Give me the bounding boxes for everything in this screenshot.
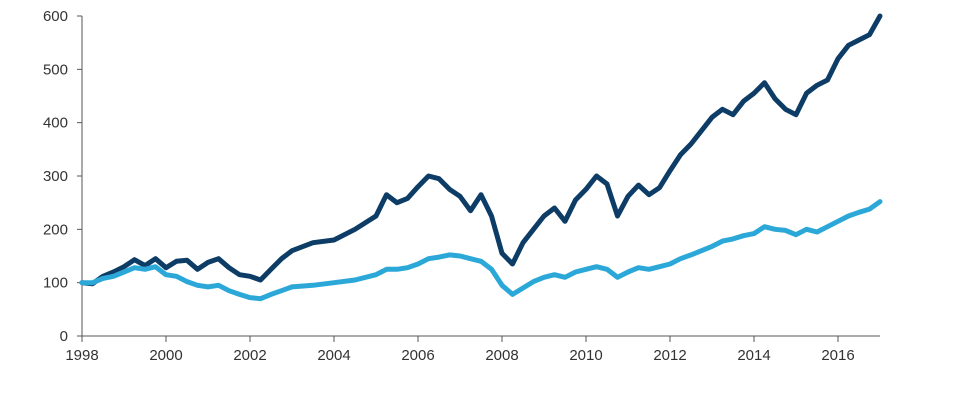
x-tick-label: 2010 <box>569 347 602 364</box>
y-tick-label: 300 <box>43 168 68 185</box>
y-tick-label: 600 <box>43 8 68 25</box>
x-tick-label: 2006 <box>401 347 434 364</box>
x-tick-label: 2008 <box>485 347 518 364</box>
y-tick-label: 500 <box>43 61 68 78</box>
x-tick-label: 2014 <box>737 347 770 364</box>
y-tick-label: 0 <box>60 328 68 345</box>
x-tick-label: 2004 <box>317 347 350 364</box>
y-tick-label: 400 <box>43 115 68 132</box>
series-line-1 <box>79 13 883 287</box>
y-tick-label: 100 <box>43 275 68 292</box>
series-layer <box>79 13 883 302</box>
series-line-2 <box>79 199 883 302</box>
y-tick-label: 200 <box>43 221 68 238</box>
x-tick-label: 2016 <box>821 347 854 364</box>
axes: 0 100 200 300 400 500 600 1998 2000 2002 2004 2006 2… <box>43 8 880 364</box>
x-tick-label: 2002 <box>233 347 266 364</box>
x-tick-label: 2012 <box>653 347 686 364</box>
x-tick-label: 1998 <box>65 347 98 364</box>
x-tick-label: 2000 <box>149 347 182 364</box>
